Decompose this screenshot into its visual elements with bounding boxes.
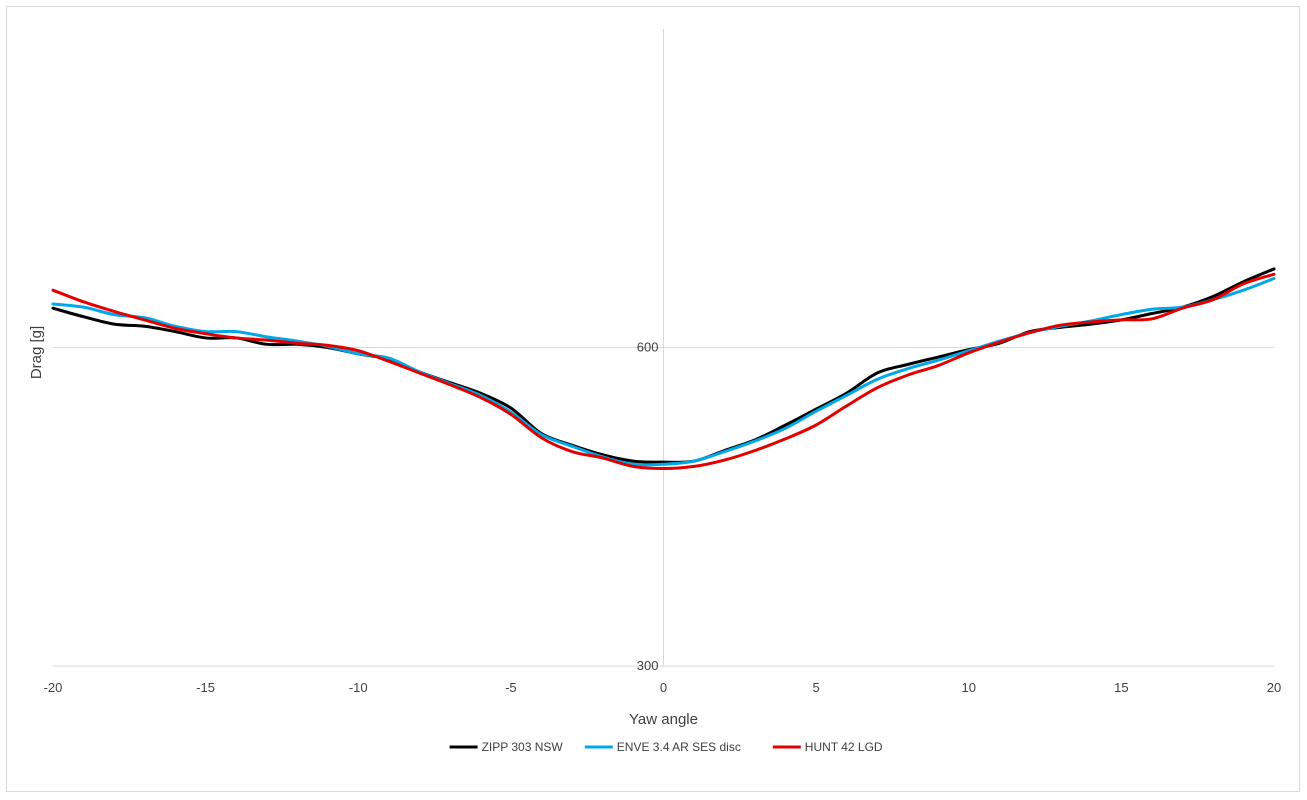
line-chart: 300 600 -20 -15 -10 -5 0 5 10 15 20 Yaw angle Drag [… bbox=[28, 29, 1281, 754]
x-tick-label-10: 10 bbox=[962, 680, 976, 695]
legend-label-1: ZIPP 303 NSW bbox=[482, 740, 564, 754]
y-axis-title: Drag [g] bbox=[28, 326, 45, 379]
x-tick-label-0: 0 bbox=[660, 680, 667, 695]
series-line-3 bbox=[51, 272, 1276, 471]
legend-label-2: ENVE 3.4 AR SES disc bbox=[617, 740, 741, 754]
x-tick-label--20: -20 bbox=[44, 680, 63, 695]
series-line-1 bbox=[51, 267, 1276, 464]
x-tick-label-15: 15 bbox=[1114, 680, 1128, 695]
legend-label-3: HUNT 42 LGD bbox=[805, 740, 883, 754]
x-tick-label--15: -15 bbox=[196, 680, 215, 695]
x-tick-label-5: 5 bbox=[813, 680, 820, 695]
chart-frame: 300 600 -20 -15 -10 -5 0 5 10 15 20 Yaw angle Drag [… bbox=[6, 6, 1300, 792]
x-tick-label--10: -10 bbox=[349, 680, 368, 695]
y-tick-label-600: 600 bbox=[637, 340, 659, 355]
y-tick-label-300: 300 bbox=[637, 658, 659, 673]
x-axis-title: Yaw angle bbox=[629, 711, 698, 728]
x-tick-label--5: -5 bbox=[505, 680, 517, 695]
x-tick-label-20: 20 bbox=[1267, 680, 1281, 695]
